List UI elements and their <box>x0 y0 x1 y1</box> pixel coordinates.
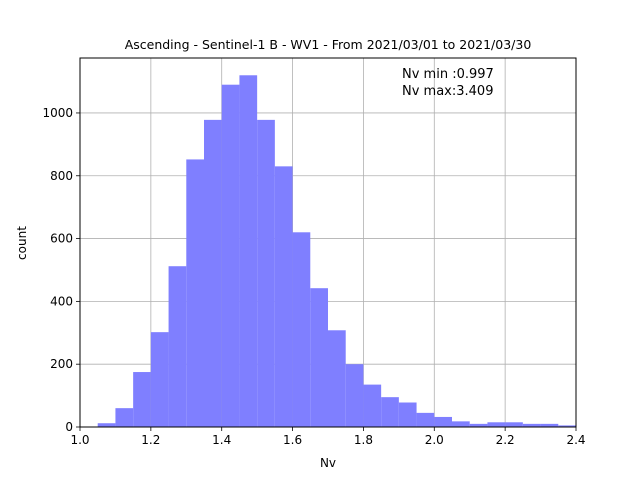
histogram-bar <box>398 402 417 427</box>
y-tick-label: 1000 <box>42 106 73 120</box>
x-tick-label: 1.2 <box>141 433 160 447</box>
x-tick-label: 1.4 <box>212 433 231 447</box>
annotation-nv-max: Nv max:3.409 <box>402 84 493 99</box>
y-axis-ticks: 0 200 400 600 800 1000 <box>42 106 80 434</box>
x-tick-label: 2.0 <box>425 433 444 447</box>
x-axis-label: Nv <box>320 456 336 470</box>
x-tick-label: 2.2 <box>496 433 515 447</box>
histogram-bar <box>540 423 559 427</box>
histogram-bar <box>505 422 523 427</box>
histogram-bar <box>310 288 328 427</box>
histogram-bar <box>115 408 134 427</box>
histogram-bar <box>345 364 364 427</box>
histogram-bar <box>381 397 399 427</box>
histogram-bar <box>97 423 116 427</box>
y-axis-label: count <box>15 226 29 260</box>
histogram-bar <box>434 416 452 427</box>
grid-lines <box>79 58 577 428</box>
histogram-bar <box>239 75 258 427</box>
y-tick-label: 800 <box>50 169 73 183</box>
histogram-bar <box>328 330 346 427</box>
x-tick-label: 1.6 <box>283 433 302 447</box>
histogram-bar <box>150 332 169 427</box>
histogram-bar <box>487 422 506 427</box>
y-tick-label: 200 <box>50 357 73 371</box>
x-tick-label: 2.4 <box>566 433 585 447</box>
x-tick-label: 1.8 <box>354 433 373 447</box>
histogram-bar <box>186 159 204 428</box>
annotation-nv-min: Nv min :0.997 <box>402 67 494 82</box>
histogram-bar <box>363 384 382 427</box>
histogram-bar <box>204 119 222 427</box>
histogram-bar <box>133 372 151 427</box>
histogram-bar <box>168 266 187 427</box>
chart-title: Ascending - Sentinel-1 B - WV1 - From 20… <box>125 37 532 52</box>
histogram-bar <box>257 119 275 427</box>
histogram-bar <box>522 423 541 427</box>
x-tick-label: 1.0 <box>70 433 89 447</box>
histogram-bar <box>274 166 293 428</box>
x-axis-ticks: 1.0 1.2 1.4 1.6 1.8 2.0 2.2 2.4 <box>70 427 586 447</box>
histogram-bar <box>292 232 311 427</box>
histogram-bar <box>452 421 470 427</box>
y-tick-label: 0 <box>65 420 73 434</box>
histogram-bar <box>416 412 435 427</box>
histogram-bar <box>469 423 488 427</box>
y-tick-label: 400 <box>50 294 73 308</box>
histogram-bars <box>97 75 576 428</box>
plot-frame <box>79 57 577 428</box>
y-tick-label: 600 <box>50 232 73 246</box>
histogram-bar <box>221 84 240 428</box>
histogram-bar <box>558 425 576 427</box>
